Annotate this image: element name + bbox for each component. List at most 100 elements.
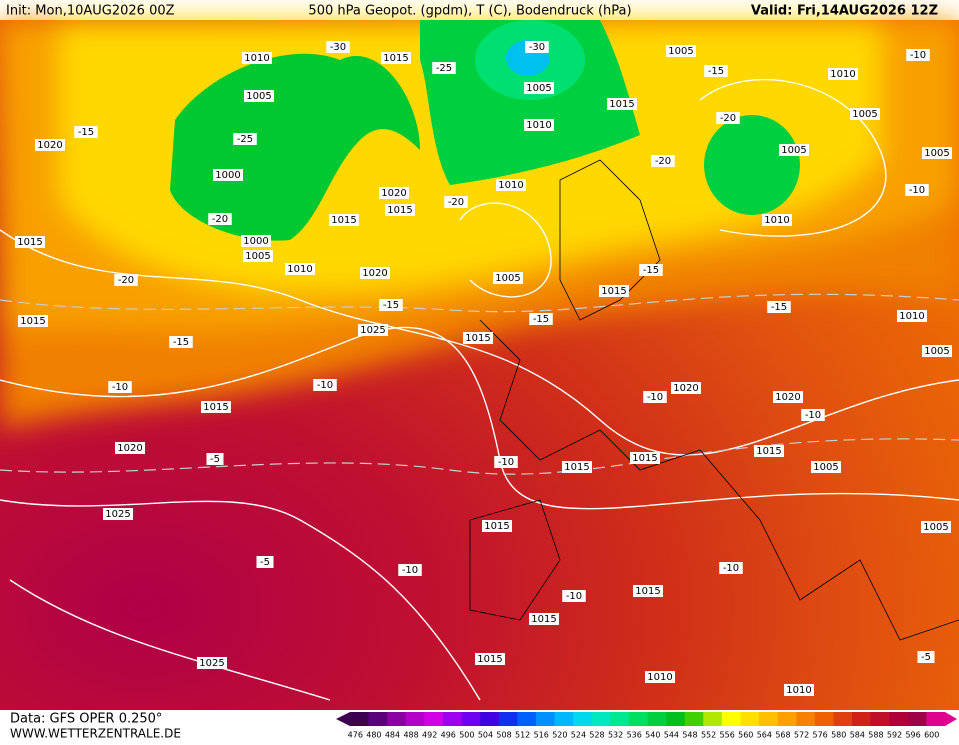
label-box <box>201 401 231 413</box>
colorbar-cell <box>721 712 741 726</box>
map-label: 1015 <box>477 654 502 665</box>
label-box <box>905 184 929 196</box>
map-label: 1010 <box>786 685 811 696</box>
label-box <box>329 214 359 226</box>
map-label: 1015 <box>635 586 660 597</box>
map-label: 1020 <box>37 140 62 151</box>
map-label: -5 <box>210 454 220 465</box>
map-label: 1015 <box>17 237 42 248</box>
colorbar-cell <box>666 712 686 726</box>
colorbar-cell <box>889 712 909 726</box>
map-label: 1015 <box>601 286 626 297</box>
label-box <box>208 213 232 225</box>
label-box <box>779 144 809 156</box>
map-label: -10 <box>910 50 926 61</box>
label-box <box>115 442 145 454</box>
colorbar-cell <box>852 712 872 726</box>
colorbar-label: 600 <box>924 731 939 740</box>
map-label: -15 <box>173 337 189 348</box>
label-box <box>103 508 133 520</box>
colorbar-label: 536 <box>627 731 642 740</box>
map-label: -15 <box>533 314 549 325</box>
colorbar-label: 532 <box>608 731 623 740</box>
label-box <box>444 196 468 208</box>
map-label: -20 <box>655 156 671 167</box>
map-label: 1005 <box>526 83 551 94</box>
colorbar-cell <box>387 712 407 726</box>
map-label: 1010 <box>526 120 551 131</box>
colorbar-label: 516 <box>534 731 549 740</box>
map-label: 1015 <box>564 462 589 473</box>
colorbar-cell <box>926 712 946 726</box>
label-box <box>643 391 667 403</box>
colorbar-cell <box>796 712 816 726</box>
map-label: -10 <box>805 410 821 421</box>
label-box <box>773 391 803 403</box>
label-box <box>762 214 792 226</box>
label-box <box>704 65 728 77</box>
label-box <box>15 236 45 248</box>
colorbar-cell <box>535 712 556 726</box>
colorbar-label: 500 <box>459 731 474 740</box>
colorbar-label: 480 <box>366 731 381 740</box>
label-box <box>398 564 422 576</box>
colorbar-cell <box>405 712 425 726</box>
map-label: -15 <box>78 127 94 138</box>
label-box <box>243 250 273 262</box>
map-label: 1025 <box>360 325 385 336</box>
map-label: -10 <box>909 185 925 196</box>
map-label: 1010 <box>498 180 523 191</box>
label-box <box>169 336 193 348</box>
map-label: -5 <box>921 652 931 663</box>
label-box <box>381 52 411 64</box>
map-label: 1020 <box>117 443 142 454</box>
colorbar-cell <box>591 712 611 726</box>
colorbar-label: 572 <box>794 731 809 740</box>
label-box <box>475 653 505 665</box>
map-label: -25 <box>237 134 253 145</box>
label-box <box>639 264 663 276</box>
colorbar-arrow-left <box>336 712 350 726</box>
label-box <box>524 119 554 131</box>
label-box <box>828 68 858 80</box>
label-box <box>630 452 660 464</box>
website: WWW.WETTERZENTRALE.DE <box>10 727 181 741</box>
label-box <box>206 453 224 465</box>
map-label: 1015 <box>383 53 408 64</box>
label-box <box>921 521 951 533</box>
map-label: 1005 <box>813 462 838 473</box>
init-time: Init: Mon,10AUG2026 00Z <box>6 4 175 19</box>
label-box <box>716 112 740 124</box>
label-box <box>241 235 271 247</box>
colorbar-label: 556 <box>720 731 735 740</box>
colorbar-label: 492 <box>422 731 437 740</box>
map-label: -5 <box>260 557 270 568</box>
colorbar-cell <box>350 712 370 726</box>
map-label: -10 <box>402 565 418 576</box>
map-label: -10 <box>723 563 739 574</box>
map-label: -10 <box>498 457 514 468</box>
label-box <box>529 313 553 325</box>
colorbar-label: 520 <box>552 731 567 740</box>
map-label: 1005 <box>246 91 271 102</box>
colorbar-label: 524 <box>571 731 586 740</box>
map-label: 1010 <box>287 264 312 275</box>
map-label: 1015 <box>609 99 634 110</box>
map-label: -15 <box>771 302 787 313</box>
label-box <box>463 332 493 344</box>
label-box <box>74 126 98 138</box>
colorbar-label: 560 <box>738 731 753 740</box>
map-label: 1005 <box>781 145 806 156</box>
label-box <box>525 41 549 53</box>
label-box <box>285 263 315 275</box>
map-label: -20 <box>118 275 134 286</box>
colorbar-cell <box>907 712 927 726</box>
map-label: 1020 <box>362 268 387 279</box>
map-label: 1015 <box>387 205 412 216</box>
colorbar-cell <box>814 712 834 726</box>
map-label: 1025 <box>105 509 130 520</box>
colorbar-label: 508 <box>496 731 511 740</box>
label-box <box>754 445 784 457</box>
colorbar-cell <box>684 712 704 726</box>
map-label: 1015 <box>632 453 657 464</box>
